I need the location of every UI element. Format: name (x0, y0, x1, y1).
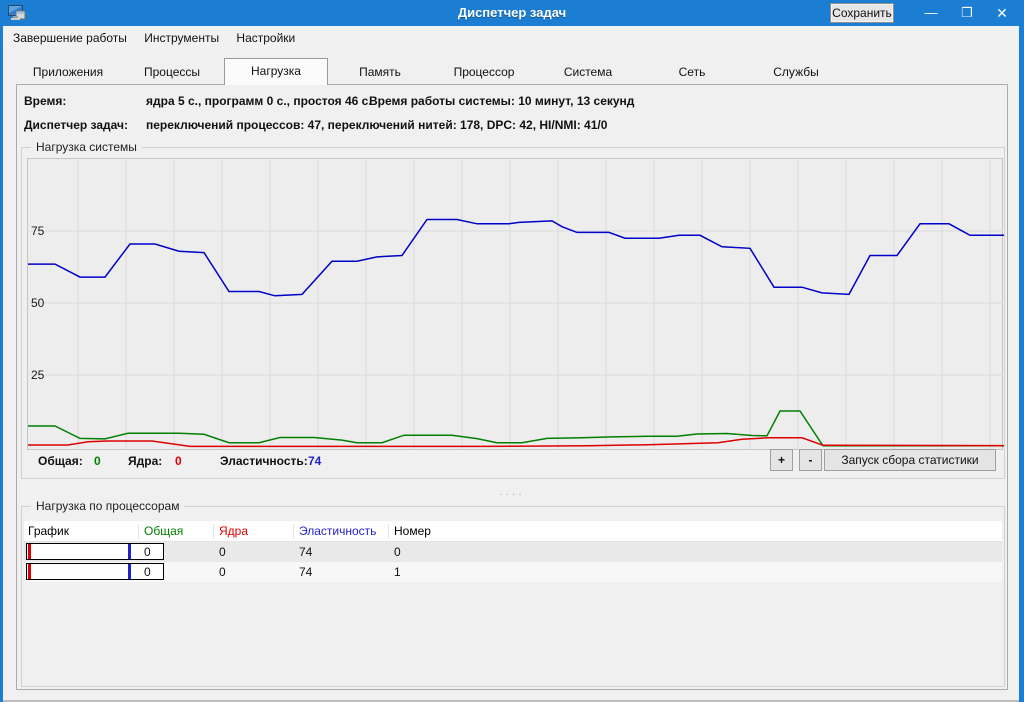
cpu-kernel-cell: 0 (219, 565, 226, 579)
window-border-bottom (3, 700, 1019, 702)
chart-legend: Общая: 0 Ядра: 0 Эластичность: 74 (22, 454, 1004, 472)
cpu-col-header[interactable]: Ядра (219, 524, 249, 538)
taskmgr-value: переключений процессов: 47, переключений… (146, 118, 608, 132)
tab-cpu[interactable]: Процессор (453, 65, 515, 79)
menu-shutdown[interactable]: Завершение работы (13, 31, 127, 45)
tab-services[interactable]: Службы (773, 65, 819, 79)
window-border-right (1019, 0, 1024, 702)
cpu-total-cell: 0 (144, 545, 151, 559)
cpu-row[interactable]: 0 0 74 0 (24, 542, 1002, 562)
start-statistics-button[interactable]: Запуск сбора статистики (824, 449, 996, 471)
close-button[interactable]: ✕ (996, 5, 1008, 21)
zoom-out-button[interactable]: - (799, 449, 822, 471)
menu-settings[interactable]: Настройки (236, 31, 296, 45)
time-label: Время: (24, 94, 67, 108)
system-load-chart: 25 50 75 (28, 160, 1004, 450)
cpu-row[interactable]: 0 0 74 1 (24, 562, 1002, 582)
cpu-mini-graph (26, 543, 164, 560)
cpu-elasticity-cell: 74 (299, 565, 313, 579)
menu-tools[interactable]: Инструменты (144, 31, 220, 45)
cpu-number-cell: 1 (394, 565, 401, 579)
splitter-handle[interactable]: ···· (499, 489, 525, 500)
taskmgr-label: Диспетчер задач: (24, 118, 128, 132)
svg-text:25: 25 (31, 368, 45, 382)
cpu-number-cell: 0 (394, 545, 401, 559)
header-separator (388, 524, 389, 539)
cpu-col-header[interactable]: Номер (394, 524, 431, 538)
legend-total-label: Общая: (38, 454, 83, 468)
cpu-table-header: График Общая Ядра Эластичность Номер (24, 521, 1002, 542)
cpu-elasticity-cell: 74 (299, 545, 313, 559)
elasticity-marker (127, 544, 131, 559)
header-separator (293, 524, 294, 539)
cpu-load-title: Нагрузка по процессорам (31, 499, 185, 513)
system-load-chart-area: 25 50 75 (27, 158, 1004, 450)
save-button[interactable]: Сохранить (830, 3, 894, 23)
svg-text:50: 50 (31, 296, 45, 310)
svg-text:75: 75 (31, 224, 45, 238)
maximize-button[interactable]: ❐ (961, 5, 973, 20)
tab-processes[interactable]: Процессы (143, 65, 200, 79)
cpu-col-header[interactable]: Эластичность (299, 524, 377, 538)
header-separator (138, 524, 139, 539)
legend-elasticity-value: 74 (308, 454, 322, 468)
load-tab-pane: Время: ядра 5 с., программ 0 с., простоя… (16, 84, 1008, 690)
kernel-marker (28, 544, 31, 559)
taskmgr-info-row: Диспетчер задач: переключений процессов:… (17, 118, 1007, 134)
task-manager-icon (7, 3, 27, 26)
zoom-in-button[interactable]: + (770, 449, 793, 471)
time-info-row: Время: ядра 5 с., программ 0 с., простоя… (17, 94, 1007, 110)
uptime-text: Время работы системы: 10 минут, 13 секун… (369, 94, 635, 108)
cpu-col-header[interactable]: График (28, 524, 69, 538)
minimize-button[interactable]: — (924, 5, 938, 20)
elasticity-marker (127, 564, 131, 579)
cpu-total-cell: 0 (144, 565, 151, 579)
menu-bar: Завершение работы Инструменты Настройки (3, 26, 1019, 50)
tab-applications[interactable]: Приложения (32, 65, 104, 79)
cpu-load-groupbox: Нагрузка по процессорам График Общая Ядр… (21, 499, 1005, 687)
cpu-col-header[interactable]: Общая (144, 524, 184, 538)
header-separator (213, 524, 214, 539)
system-load-title: Нагрузка системы (31, 140, 142, 154)
system-load-groupbox: Нагрузка системы 25 50 75 Общая: 0 Ядра: 0… (21, 140, 1005, 479)
legend-kernel-value: 0 (175, 454, 182, 468)
legend-kernel-label: Ядра: (128, 454, 163, 468)
tab-network[interactable]: Сеть (678, 65, 706, 79)
legend-total-value: 0 (94, 454, 101, 468)
window-border-left (0, 0, 3, 702)
tab-memory[interactable]: Память (359, 65, 401, 79)
tab-strip: Приложения Процессы Нагрузка Память Проц… (16, 58, 1008, 85)
cpu-mini-graph (26, 563, 164, 580)
tab-load[interactable]: Нагрузка (224, 58, 328, 85)
kernel-marker (28, 564, 31, 579)
cpu-kernel-cell: 0 (219, 545, 226, 559)
title-bar: Диспетчер задач Сохранить — ❐ ✕ (0, 0, 1024, 26)
time-value: ядра 5 с., программ 0 с., простоя 46 с. (146, 94, 372, 108)
legend-elasticity-label: Эластичность: (220, 454, 308, 468)
window-title: Диспетчер задач (457, 5, 567, 20)
tab-system[interactable]: Система (563, 65, 613, 79)
